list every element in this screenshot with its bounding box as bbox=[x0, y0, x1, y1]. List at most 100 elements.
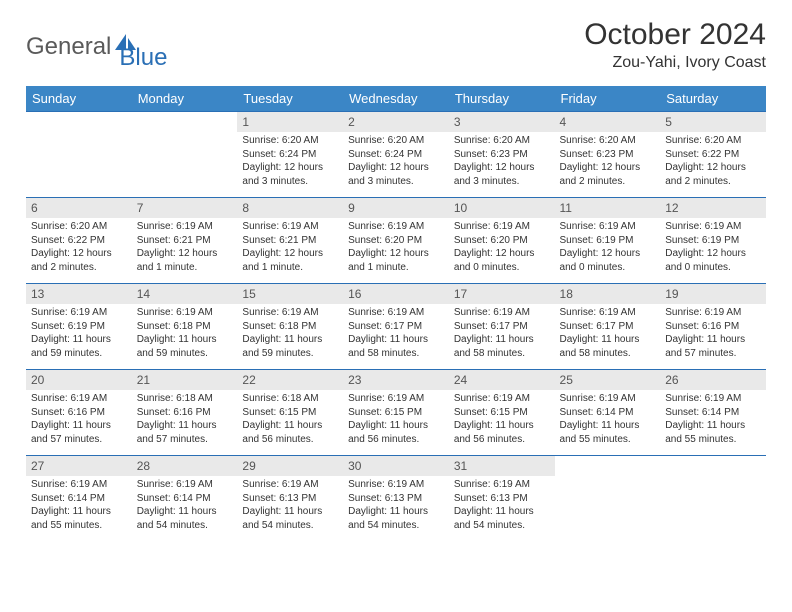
day-body: Sunrise: 6:18 AMSunset: 6:15 PMDaylight:… bbox=[237, 390, 343, 450]
day-body: Sunrise: 6:19 AMSunset: 6:18 PMDaylight:… bbox=[237, 304, 343, 364]
calendar-cell: 30Sunrise: 6:19 AMSunset: 6:13 PMDayligh… bbox=[343, 456, 449, 542]
daylight-text: Daylight: 11 hours bbox=[454, 505, 550, 519]
logo: General Blue bbox=[26, 22, 167, 72]
day-number: 31 bbox=[449, 456, 555, 476]
day-body: Sunrise: 6:19 AMSunset: 6:14 PMDaylight:… bbox=[26, 476, 132, 536]
sunrise-text: Sunrise: 6:19 AM bbox=[665, 306, 761, 320]
sunset-text: Sunset: 6:18 PM bbox=[242, 320, 338, 334]
day-body: Sunrise: 6:19 AMSunset: 6:21 PMDaylight:… bbox=[237, 218, 343, 278]
daylight-text: Daylight: 12 hours bbox=[242, 161, 338, 175]
calendar-row: 13Sunrise: 6:19 AMSunset: 6:19 PMDayligh… bbox=[26, 284, 766, 370]
sunset-text: Sunset: 6:24 PM bbox=[348, 148, 444, 162]
day-number: 15 bbox=[237, 284, 343, 304]
daylight-text: and 2 minutes. bbox=[665, 175, 761, 189]
calendar-cell: 24Sunrise: 6:19 AMSunset: 6:15 PMDayligh… bbox=[449, 370, 555, 456]
weekday-header: Saturday bbox=[660, 86, 766, 112]
day-body: Sunrise: 6:19 AMSunset: 6:14 PMDaylight:… bbox=[555, 390, 661, 450]
sunset-text: Sunset: 6:14 PM bbox=[665, 406, 761, 420]
day-body: Sunrise: 6:19 AMSunset: 6:21 PMDaylight:… bbox=[132, 218, 238, 278]
calendar-cell: .. bbox=[132, 112, 238, 198]
day-number: 23 bbox=[343, 370, 449, 390]
calendar-cell: 14Sunrise: 6:19 AMSunset: 6:18 PMDayligh… bbox=[132, 284, 238, 370]
sunset-text: Sunset: 6:19 PM bbox=[665, 234, 761, 248]
calendar-cell: .. bbox=[660, 456, 766, 542]
calendar-cell: 29Sunrise: 6:19 AMSunset: 6:13 PMDayligh… bbox=[237, 456, 343, 542]
day-body: Sunrise: 6:19 AMSunset: 6:17 PMDaylight:… bbox=[343, 304, 449, 364]
day-number: 14 bbox=[132, 284, 238, 304]
title-block: October 2024 Zou-Yahi, Ivory Coast bbox=[584, 18, 766, 72]
weekday-header: Monday bbox=[132, 86, 238, 112]
sunset-text: Sunset: 6:19 PM bbox=[560, 234, 656, 248]
sunset-text: Sunset: 6:20 PM bbox=[348, 234, 444, 248]
daylight-text: Daylight: 12 hours bbox=[348, 247, 444, 261]
calendar-cell: 1Sunrise: 6:20 AMSunset: 6:24 PMDaylight… bbox=[237, 112, 343, 198]
daylight-text: and 59 minutes. bbox=[137, 347, 233, 361]
day-number: 22 bbox=[237, 370, 343, 390]
daylight-text: and 57 minutes. bbox=[665, 347, 761, 361]
daylight-text: and 59 minutes. bbox=[242, 347, 338, 361]
sunrise-text: Sunrise: 6:19 AM bbox=[454, 220, 550, 234]
sunset-text: Sunset: 6:15 PM bbox=[348, 406, 444, 420]
calendar-cell: 8Sunrise: 6:19 AMSunset: 6:21 PMDaylight… bbox=[237, 198, 343, 284]
daylight-text: and 57 minutes. bbox=[137, 433, 233, 447]
daylight-text: Daylight: 12 hours bbox=[31, 247, 127, 261]
logo-text-blue: Blue bbox=[119, 44, 167, 72]
sunrise-text: Sunrise: 6:19 AM bbox=[31, 478, 127, 492]
day-body: Sunrise: 6:20 AMSunset: 6:23 PMDaylight:… bbox=[555, 132, 661, 192]
sunrise-text: Sunrise: 6:19 AM bbox=[31, 392, 127, 406]
sunrise-text: Sunrise: 6:19 AM bbox=[242, 306, 338, 320]
sunrise-text: Sunrise: 6:19 AM bbox=[242, 220, 338, 234]
day-number: 10 bbox=[449, 198, 555, 218]
day-number: 1 bbox=[237, 112, 343, 132]
day-number: 18 bbox=[555, 284, 661, 304]
daylight-text: and 0 minutes. bbox=[560, 261, 656, 275]
daylight-text: Daylight: 12 hours bbox=[454, 161, 550, 175]
daylight-text: Daylight: 12 hours bbox=[454, 247, 550, 261]
calendar-cell: 21Sunrise: 6:18 AMSunset: 6:16 PMDayligh… bbox=[132, 370, 238, 456]
daylight-text: and 55 minutes. bbox=[665, 433, 761, 447]
calendar-cell: 5Sunrise: 6:20 AMSunset: 6:22 PMDaylight… bbox=[660, 112, 766, 198]
sunrise-text: Sunrise: 6:19 AM bbox=[454, 306, 550, 320]
calendar-cell: 31Sunrise: 6:19 AMSunset: 6:13 PMDayligh… bbox=[449, 456, 555, 542]
calendar-cell: 16Sunrise: 6:19 AMSunset: 6:17 PMDayligh… bbox=[343, 284, 449, 370]
day-number: 20 bbox=[26, 370, 132, 390]
day-number: 21 bbox=[132, 370, 238, 390]
sunset-text: Sunset: 6:21 PM bbox=[137, 234, 233, 248]
sunrise-text: Sunrise: 6:20 AM bbox=[665, 134, 761, 148]
day-number: 9 bbox=[343, 198, 449, 218]
daylight-text: and 54 minutes. bbox=[454, 519, 550, 533]
daylight-text: Daylight: 12 hours bbox=[560, 247, 656, 261]
calendar-cell: .. bbox=[555, 456, 661, 542]
daylight-text: and 54 minutes. bbox=[242, 519, 338, 533]
calendar-header-row: SundayMondayTuesdayWednesdayThursdayFrid… bbox=[26, 86, 766, 112]
daylight-text: Daylight: 11 hours bbox=[31, 333, 127, 347]
daylight-text: Daylight: 11 hours bbox=[348, 505, 444, 519]
daylight-text: and 3 minutes. bbox=[454, 175, 550, 189]
weekday-header: Thursday bbox=[449, 86, 555, 112]
sunrise-text: Sunrise: 6:19 AM bbox=[137, 220, 233, 234]
day-body: Sunrise: 6:19 AMSunset: 6:17 PMDaylight:… bbox=[449, 304, 555, 364]
day-number: 25 bbox=[555, 370, 661, 390]
day-number: 5 bbox=[660, 112, 766, 132]
day-body: Sunrise: 6:19 AMSunset: 6:15 PMDaylight:… bbox=[343, 390, 449, 450]
calendar-cell: 2Sunrise: 6:20 AMSunset: 6:24 PMDaylight… bbox=[343, 112, 449, 198]
calendar-cell: 22Sunrise: 6:18 AMSunset: 6:15 PMDayligh… bbox=[237, 370, 343, 456]
daylight-text: Daylight: 11 hours bbox=[242, 419, 338, 433]
sunset-text: Sunset: 6:19 PM bbox=[31, 320, 127, 334]
sunset-text: Sunset: 6:20 PM bbox=[454, 234, 550, 248]
day-number: 2 bbox=[343, 112, 449, 132]
calendar-cell: 17Sunrise: 6:19 AMSunset: 6:17 PMDayligh… bbox=[449, 284, 555, 370]
sunset-text: Sunset: 6:17 PM bbox=[348, 320, 444, 334]
sunset-text: Sunset: 6:14 PM bbox=[137, 492, 233, 506]
daylight-text: Daylight: 11 hours bbox=[560, 333, 656, 347]
sunrise-text: Sunrise: 6:19 AM bbox=[348, 392, 444, 406]
sunrise-text: Sunrise: 6:19 AM bbox=[454, 478, 550, 492]
calendar-cell: .. bbox=[26, 112, 132, 198]
day-body: Sunrise: 6:19 AMSunset: 6:16 PMDaylight:… bbox=[660, 304, 766, 364]
day-number: 19 bbox=[660, 284, 766, 304]
calendar-row: 27Sunrise: 6:19 AMSunset: 6:14 PMDayligh… bbox=[26, 456, 766, 542]
day-body: Sunrise: 6:19 AMSunset: 6:13 PMDaylight:… bbox=[237, 476, 343, 536]
daylight-text: Daylight: 12 hours bbox=[560, 161, 656, 175]
sunset-text: Sunset: 6:23 PM bbox=[560, 148, 656, 162]
calendar-cell: 3Sunrise: 6:20 AMSunset: 6:23 PMDaylight… bbox=[449, 112, 555, 198]
